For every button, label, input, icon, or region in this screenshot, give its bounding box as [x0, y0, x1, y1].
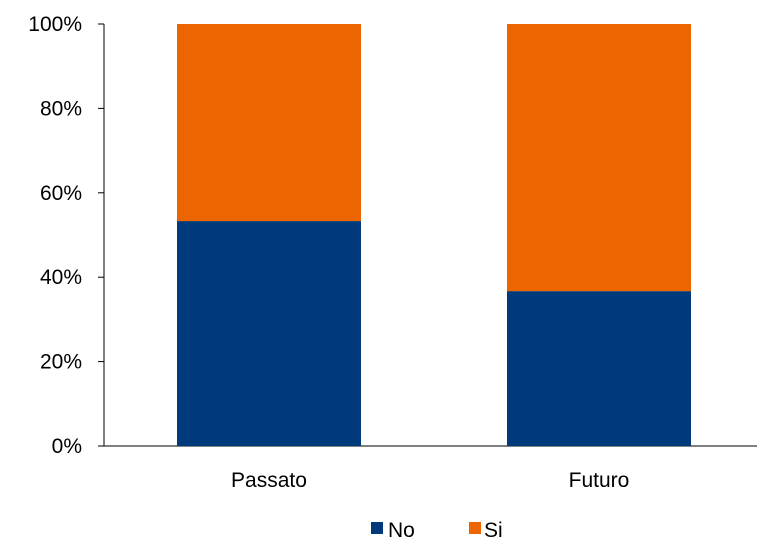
legend-swatch-si — [469, 522, 481, 534]
x-tick-label-passato: Passato — [231, 469, 307, 492]
x-axis-labels: Passato Futuro — [231, 469, 629, 492]
y-tick-label: 20% — [40, 351, 82, 374]
y-axis-ticks: 0% 20% 40% 60% 80% 100% — [28, 13, 104, 458]
legend-swatch-no — [371, 522, 383, 534]
bar-passato-si — [177, 24, 361, 222]
bar-futuro-si — [507, 24, 691, 292]
y-tick-label: 40% — [40, 266, 82, 289]
bar-futuro-no — [507, 291, 691, 446]
legend: No Si — [371, 519, 503, 542]
legend-label-si: Si — [484, 519, 503, 542]
y-tick-label: 0% — [52, 435, 82, 458]
y-tick-label: 100% — [28, 13, 82, 36]
legend-label-no: No — [388, 519, 415, 542]
plot-area: 0% 20% 40% 60% 80% 100% Passato Futuro — [28, 13, 757, 492]
y-tick-label: 80% — [40, 97, 82, 120]
bars — [177, 24, 691, 446]
y-tick-label: 60% — [40, 182, 82, 205]
x-tick-label-futuro: Futuro — [569, 469, 630, 492]
bar-passato-no — [177, 221, 361, 446]
